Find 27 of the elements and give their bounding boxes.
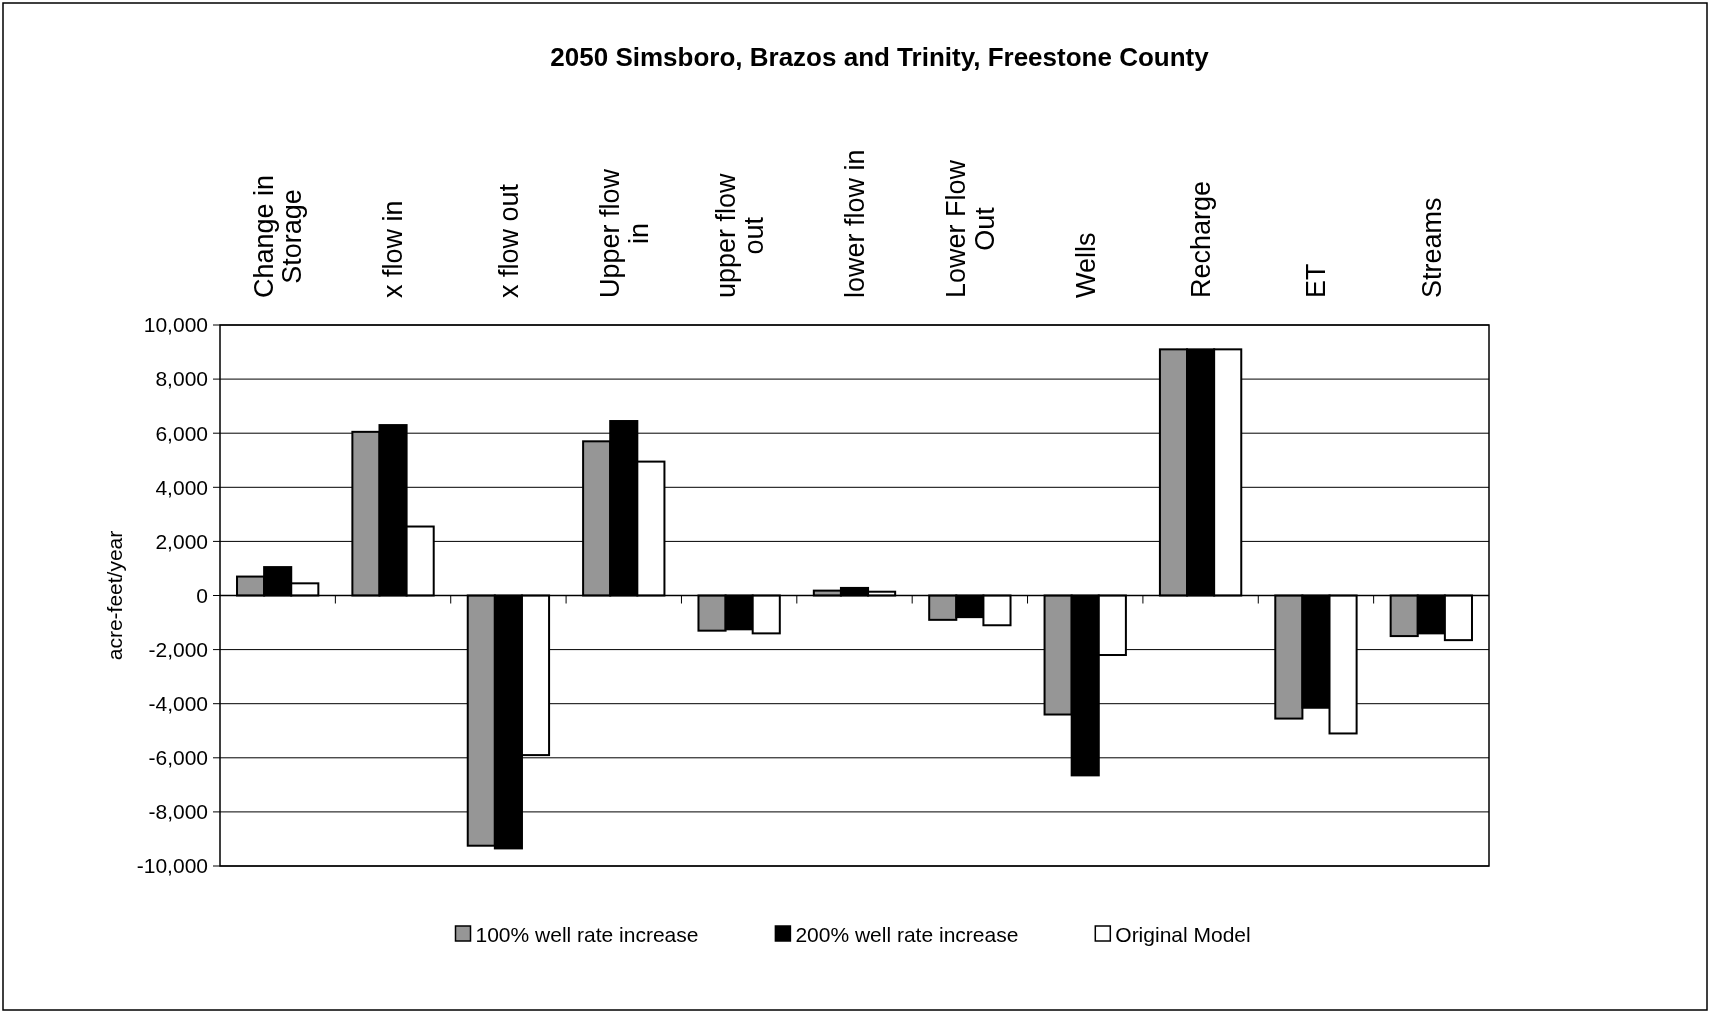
legend-label: Original Model (1115, 923, 1251, 947)
y-tick-label: -10,000 (136, 854, 208, 878)
chart-title: 2050 Simsboro, Brazos and Trinity, Freestone County (550, 42, 1210, 72)
x-tick-label: Recharge (1186, 180, 1217, 298)
y-tick-label: -4,000 (148, 692, 208, 716)
y-tick-label: 6,000 (155, 421, 208, 445)
x-tick-label: Wells (1070, 232, 1101, 298)
x-tick-label: Change in Storage (249, 174, 308, 298)
legend-label: 100% well rate increase (475, 923, 699, 947)
y-tick-label: 10,000 (143, 313, 208, 337)
y-tick-label: 0 (196, 583, 208, 607)
y-axis-title: acre-feet/year (103, 530, 126, 661)
x-tick-label: ET (1301, 263, 1332, 298)
x-tick-label: Lower Flow Out (941, 159, 1000, 298)
legend-label: 200% well rate increase (795, 923, 1019, 947)
x-tick-label: x flow in (378, 200, 409, 298)
y-tick-label: 4,000 (155, 475, 208, 499)
x-tick-label: x flow out (493, 183, 524, 298)
x-tick-label: upper flow out (710, 172, 769, 298)
y-tick-label: 8,000 (155, 367, 208, 391)
x-tick-label: Upper flow in (595, 168, 654, 298)
y-tick-label: 2,000 (155, 529, 208, 553)
y-tick-label: -2,000 (148, 637, 208, 661)
x-tick-label: Streams (1416, 197, 1447, 298)
y-tick-label: -6,000 (148, 746, 208, 770)
x-tick-label: lower flow in (839, 149, 870, 298)
y-tick-label: -8,000 (148, 800, 208, 824)
